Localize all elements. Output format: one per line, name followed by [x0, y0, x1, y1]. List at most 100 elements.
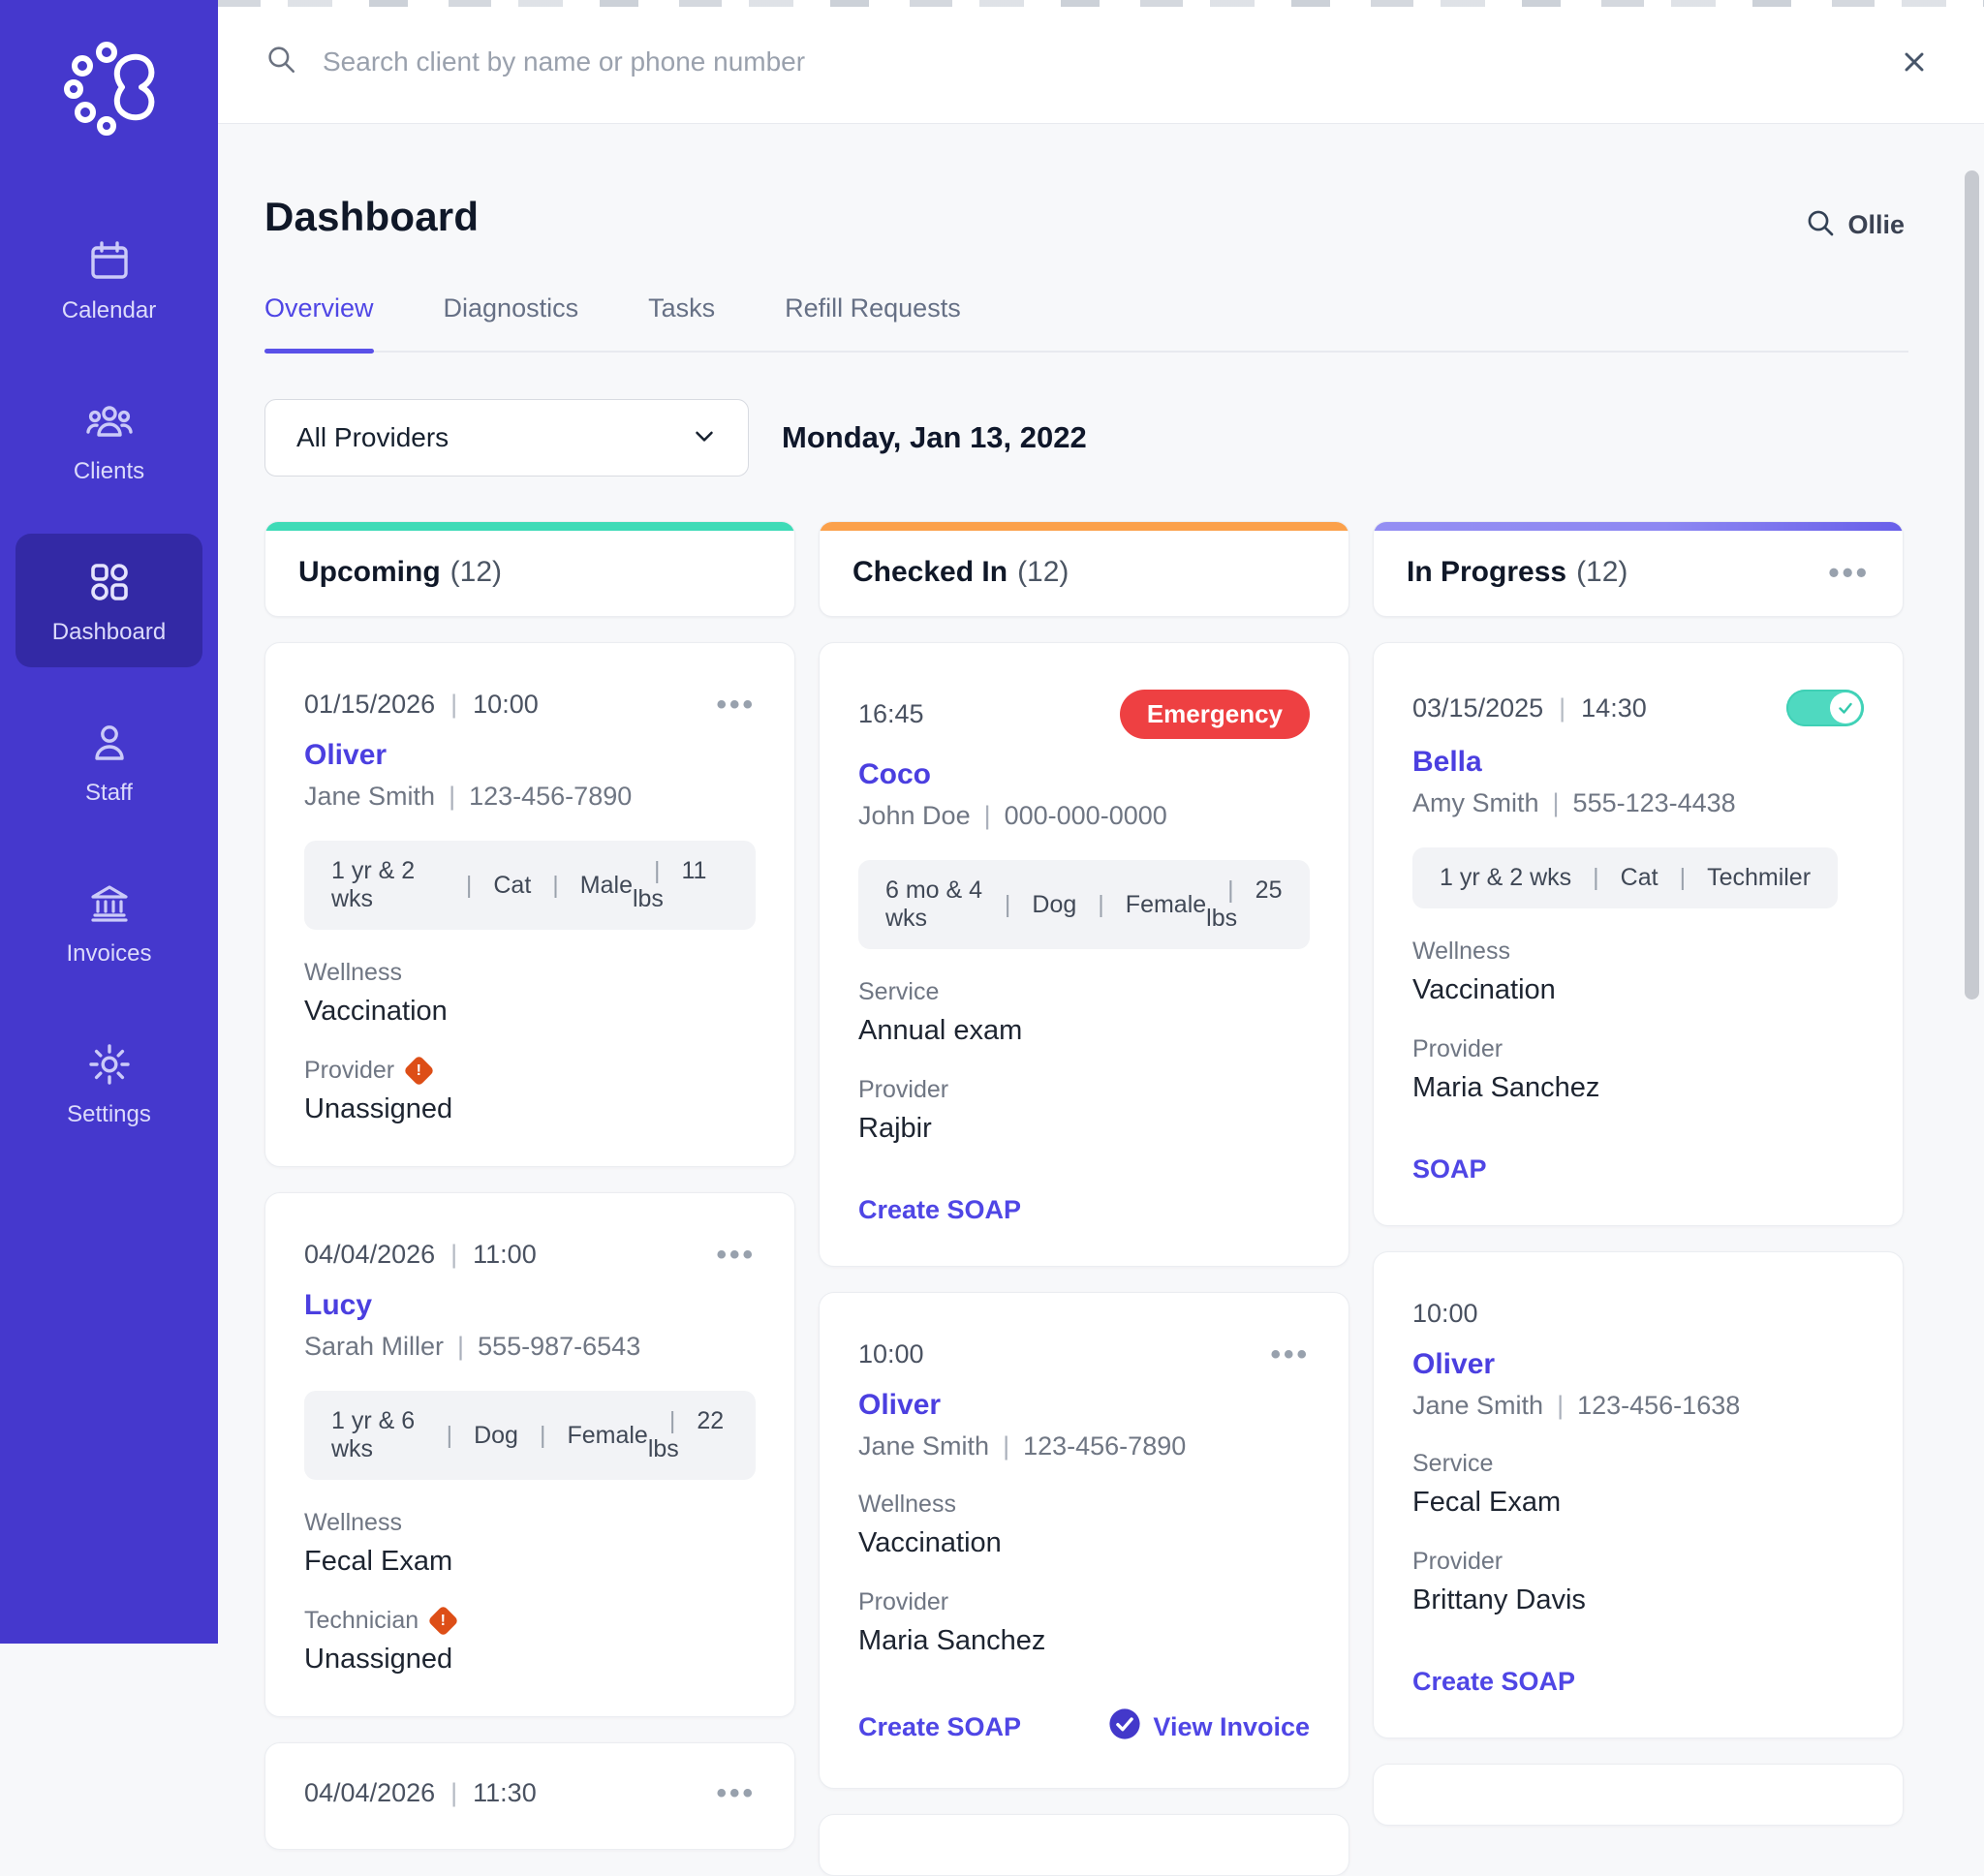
- owner-name: John Doe: [858, 801, 971, 830]
- sidebar-item-invoices[interactable]: Invoices: [16, 855, 202, 989]
- appointment-card[interactable]: 10:00 Oliver Jane Smith123-456-1638 Serv…: [1373, 1251, 1904, 1738]
- pet-name-link[interactable]: Coco: [858, 758, 931, 790]
- corner-search[interactable]: Ollie: [1805, 207, 1905, 243]
- column-in-progress: In Progress (12) ••• 03/15/202514:30: [1373, 521, 1904, 1876]
- tab-overview[interactable]: Overview: [264, 293, 374, 354]
- chip-age: 1 yr & 2 wks: [331, 857, 416, 912]
- appt-time: 10:00: [1412, 1299, 1478, 1328]
- chip-weight: 22 lbs: [648, 1407, 728, 1463]
- pet-name-link[interactable]: Oliver: [304, 739, 388, 771]
- appt-date: 04/04/2026: [304, 1778, 436, 1807]
- card-menu-icon[interactable]: •••: [716, 688, 756, 721]
- field-label: Provider: [858, 1076, 949, 1103]
- field-value: Unassigned: [304, 1644, 453, 1675]
- staff-icon: [86, 720, 133, 766]
- client-search-input[interactable]: [323, 46, 1899, 77]
- provider-select-value: All Providers: [296, 422, 450, 452]
- owner-name: Jane Smith: [858, 1431, 990, 1461]
- column-title: Upcoming: [298, 556, 441, 588]
- sidebar-item-label: Invoices: [66, 940, 152, 967]
- appointment-card[interactable]: 04/04/202611:00 ••• Lucy Sarah Miller555…: [264, 1192, 795, 1717]
- top-edge-artifact: [218, 0, 1984, 7]
- sidebar-item-label: Settings: [67, 1101, 151, 1127]
- chip-species: Cat: [1571, 864, 1658, 892]
- sidebar-item-staff[interactable]: Staff: [16, 694, 202, 828]
- provider-select[interactable]: All Providers: [264, 399, 749, 477]
- bank-icon: [85, 880, 134, 927]
- chip-age: 1 yr & 6 wks: [331, 1407, 416, 1462]
- field-label: Provider: [1412, 1548, 1504, 1575]
- field-value: Annual exam: [858, 1015, 1023, 1046]
- sidebar-item-label: Calendar: [61, 297, 157, 323]
- appointment-card-partial[interactable]: [1373, 1764, 1904, 1826]
- pet-info-chip: 6 mo & 4 wks Dog Female 25 lbs: [858, 860, 1310, 949]
- column-header: Checked In (12): [819, 521, 1349, 617]
- card-menu-icon[interactable]: •••: [1270, 1338, 1310, 1370]
- appt-date: 01/15/2026: [304, 690, 436, 719]
- in-progress-accent-bar: [1374, 522, 1903, 531]
- scrollbar-thumb[interactable]: [1965, 170, 1979, 1000]
- sidebar-item-clients[interactable]: Clients: [16, 373, 202, 507]
- field-label: Service: [1412, 1450, 1494, 1477]
- chip-sex: Male: [531, 872, 633, 900]
- chip-extra: Techmiler: [1658, 864, 1811, 892]
- sidebar-item-settings[interactable]: Settings: [16, 1016, 202, 1150]
- tab-diagnostics[interactable]: Diagnostics: [443, 293, 579, 323]
- current-date: Monday, Jan 13, 2022: [782, 420, 1087, 454]
- view-invoice-link[interactable]: View Invoice: [1108, 1707, 1310, 1747]
- close-icon[interactable]: [1899, 46, 1930, 77]
- field-label: Wellness: [304, 1509, 402, 1536]
- pet-info-chip: 1 yr & 6 wks Dog Female 22 lbs: [304, 1391, 756, 1480]
- card-menu-icon[interactable]: •••: [716, 1238, 756, 1271]
- tab-bar: Overview Diagnostics Tasks Refill Reques…: [264, 293, 1908, 354]
- pet-name-link[interactable]: Bella: [1412, 746, 1482, 778]
- gear-icon: [86, 1041, 133, 1088]
- field-value: Rajbir: [858, 1113, 932, 1144]
- owner-phone: 000-000-0000: [971, 801, 1167, 831]
- create-soap-link[interactable]: Create SOAP: [858, 1712, 1022, 1741]
- tab-refill-requests[interactable]: Refill Requests: [785, 293, 961, 323]
- owner-name: Amy Smith: [1412, 788, 1539, 817]
- card-menu-icon[interactable]: •••: [716, 1776, 756, 1809]
- column-count: (12): [1017, 556, 1070, 588]
- pet-name-link[interactable]: Oliver: [858, 1389, 942, 1421]
- create-soap-link[interactable]: Create SOAP: [1412, 1667, 1576, 1696]
- column-upcoming: Upcoming (12) 01/15/202610:00 ••• Oliver…: [264, 521, 795, 1876]
- clients-icon: [84, 398, 135, 445]
- column-count: (12): [450, 556, 503, 588]
- field-label: Provider: [858, 1588, 949, 1615]
- sidebar-item-dashboard[interactable]: Dashboard: [16, 534, 202, 667]
- toggle-check-icon: [1830, 692, 1861, 723]
- sidebar-item-calendar[interactable]: Calendar: [16, 212, 202, 346]
- check-circle-icon: [1108, 1707, 1141, 1747]
- appointment-card[interactable]: 16:45 Emergency Coco John Doe000-000-000…: [819, 642, 1349, 1267]
- owner-phone: 555-987-6543: [444, 1332, 640, 1362]
- field-label: Wellness: [304, 959, 402, 986]
- pet-name-link[interactable]: Lucy: [304, 1289, 373, 1321]
- column-title: In Progress: [1407, 556, 1567, 588]
- appointment-card-partial[interactable]: [819, 1814, 1349, 1876]
- pet-name-link[interactable]: Oliver: [1412, 1348, 1496, 1380]
- pet-info-chip: 1 yr & 2 wks Cat Male 11 lbs: [304, 841, 756, 930]
- appointment-card[interactable]: 03/15/202514:30 Bella Amy Smith555-123-4…: [1373, 642, 1904, 1226]
- chip-species: Dog: [425, 1422, 518, 1450]
- sidebar: Calendar Clients Dashboard: [0, 0, 218, 1644]
- soap-link[interactable]: SOAP: [1412, 1154, 1487, 1184]
- appointment-card[interactable]: 01/15/202610:00 ••• Oliver Jane Smith123…: [264, 642, 795, 1167]
- chip-age: 6 mo & 4 wks: [885, 876, 983, 932]
- field-label: Provider: [1412, 1035, 1504, 1062]
- column-header: Upcoming (12): [264, 521, 795, 617]
- chip-species: Dog: [983, 891, 1076, 919]
- chevron-down-icon: [690, 421, 719, 455]
- column-menu-icon[interactable]: •••: [1828, 555, 1870, 590]
- field-value: Fecal Exam: [304, 1546, 453, 1577]
- tab-tasks[interactable]: Tasks: [648, 293, 716, 323]
- owner-name: Jane Smith: [304, 782, 436, 811]
- field-value: Vaccination: [304, 996, 448, 1027]
- create-soap-link[interactable]: Create SOAP: [858, 1195, 1022, 1224]
- appt-time: 11:30: [435, 1778, 537, 1808]
- appointment-card[interactable]: 10:00 ••• Oliver Jane Smith123-456-7890 …: [819, 1292, 1349, 1789]
- chip-age: 1 yr & 2 wks: [1440, 864, 1572, 891]
- status-toggle[interactable]: [1786, 690, 1864, 726]
- appointment-card[interactable]: 04/04/202611:30 •••: [264, 1742, 795, 1850]
